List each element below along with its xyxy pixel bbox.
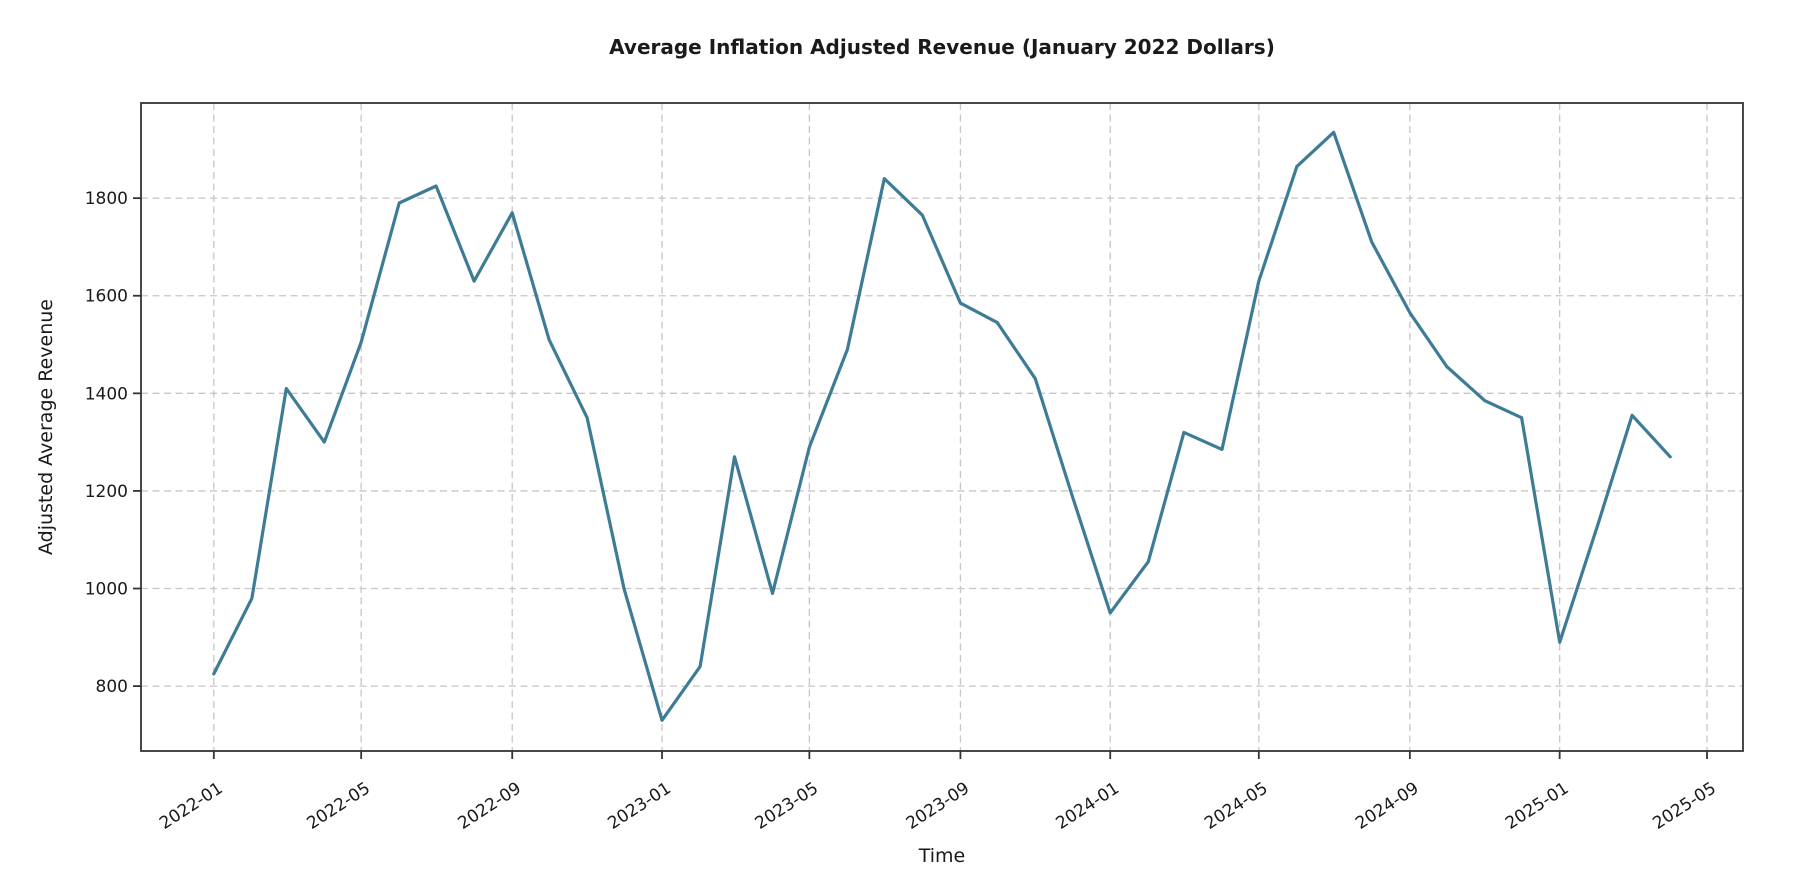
y-tick-label: 1200 — [85, 482, 128, 502]
x-tick-label: 2024-05 — [1201, 778, 1271, 833]
x-tick-label: 2025-01 — [1502, 778, 1572, 833]
revenue-series-line — [212, 130, 1672, 722]
tick-labels: 2022-01 2022-05 2022-09 2023-01 2023-05 2023-… — [85, 189, 1720, 834]
y-axis-label: Adjusted Average Revenue — [35, 299, 57, 555]
x-tick-label: 2023-01 — [604, 778, 674, 833]
x-tick-label: 2022-05 — [303, 778, 373, 833]
y-tick-label: 800 — [96, 677, 128, 697]
y-tick-label: 1400 — [85, 384, 128, 404]
x-tick-label: 2022-09 — [454, 778, 524, 833]
y-tick-label: 1000 — [85, 580, 128, 600]
gridlines — [141, 103, 1743, 751]
x-tick-label: 2025-05 — [1649, 778, 1719, 833]
x-tick-label: 2022-01 — [156, 778, 226, 833]
chart-title: Average Inflation Adjusted Revenue (Janu… — [609, 35, 1275, 59]
x-tick-label: 2023-05 — [752, 778, 822, 833]
y-tick-label: 1600 — [85, 287, 128, 307]
y-tick-label: 1800 — [85, 189, 128, 209]
x-tick-label: 2023-09 — [903, 778, 973, 833]
x-tick-label: 2024-09 — [1352, 778, 1422, 833]
axis-ticks — [133, 197, 1708, 759]
plot-border — [140, 102, 1744, 752]
x-tick-label: 2024-01 — [1052, 778, 1122, 833]
x-axis-label: Time — [918, 845, 966, 867]
